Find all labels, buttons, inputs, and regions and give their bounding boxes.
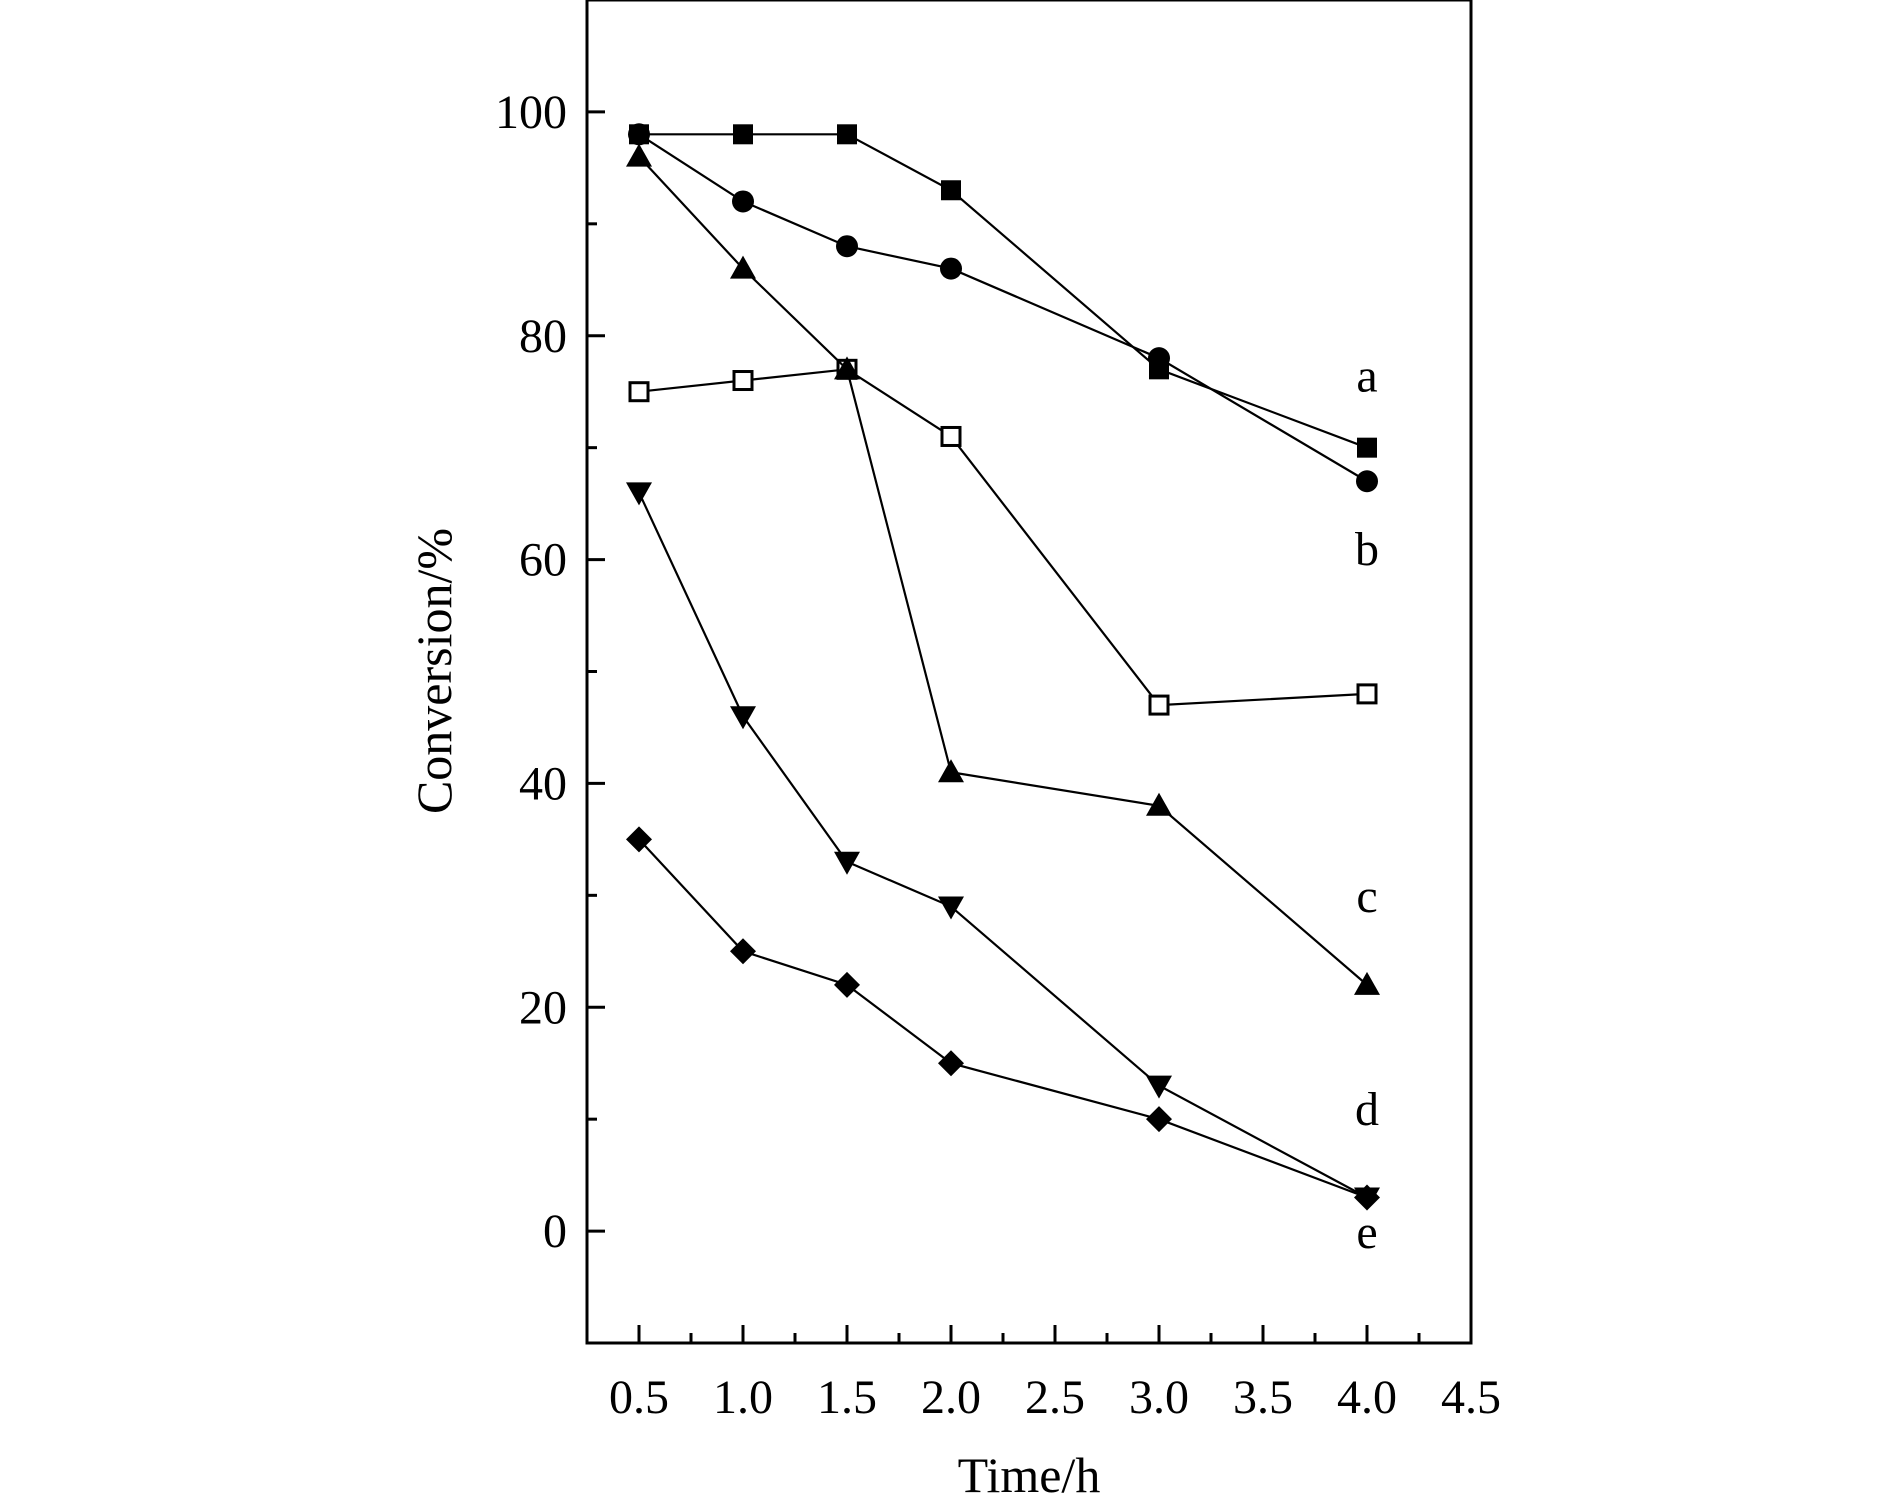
data-point-marker [730,706,756,730]
x-axis-label: Time/h [958,1447,1101,1495]
data-point-marker [628,381,650,403]
y-axis-ticks: 0 20 40 60 80 100 [495,0,605,1345]
data-point-marker [626,826,652,853]
data-point-marker [1354,971,1380,995]
curve-label-a: a [1356,350,1377,403]
series-layer [626,123,1380,1211]
x-tick-label: 3.0 [1129,1371,1189,1424]
data-point-marker [938,759,964,783]
data-point-marker [834,971,860,998]
y-tick-label: 0 [543,1205,567,1258]
data-point-marker [733,124,753,145]
x-tick-label: 3.5 [1233,1371,1293,1424]
y-tick-label: 40 [519,757,567,810]
data-point-marker [1356,470,1378,493]
data-point-marker [626,482,652,506]
x-tick-label: 2.0 [921,1371,981,1424]
data-point-marker [836,235,858,258]
data-point-marker [1148,347,1170,370]
data-point-marker [732,370,754,392]
data-point-marker [1356,683,1378,705]
curve-label-b: b [1355,523,1379,576]
series-line [638,155,1368,986]
series-line [638,368,1368,707]
data-point-marker [730,255,756,279]
series-line [638,491,1368,1199]
data-point-marker [730,938,756,965]
x-tick-label: 1.5 [817,1371,877,1424]
data-point-marker [941,180,961,201]
x-tick-label: 0.5 [609,1371,669,1424]
data-point-marker [1148,694,1170,716]
x-tick-label: 1.0 [713,1371,773,1424]
data-point-marker [940,425,962,447]
series-line [639,133,1368,449]
data-point-marker [626,143,652,167]
data-point-marker [834,851,860,875]
data-point-marker [938,896,964,920]
series-4 [626,143,1380,995]
x-tick-label: 4.0 [1337,1371,1397,1424]
data-point-marker [1354,1184,1380,1211]
y-tick-label: 100 [495,86,567,139]
series-2 [628,123,1378,493]
data-point-marker [837,124,857,145]
curve-label-e: e [1356,1206,1377,1259]
series-line [638,838,1368,1199]
y-tick-label: 80 [519,310,567,363]
curve-label-d: d [1355,1083,1379,1136]
y-tick-label: 60 [519,534,567,587]
series-line [638,133,1368,483]
plot-frame [585,0,1473,1345]
y-axis-label: Conversion/% [406,528,462,814]
data-point-marker [1146,1106,1172,1133]
x-tick-label: 2.5 [1025,1371,1085,1424]
data-point-marker [1146,1075,1172,1099]
curve-labels: a b c d e [1355,350,1379,1259]
series-3 [628,358,1378,716]
data-point-marker [628,123,650,146]
data-point-marker [1146,792,1172,816]
y-tick-label: 20 [519,981,567,1034]
data-point-marker [940,257,962,280]
curve-label-c: c [1356,870,1377,923]
x-tick-label: 4.5 [1441,1371,1501,1424]
data-point-marker [834,356,860,380]
series-5 [626,482,1380,1211]
x-axis-ticks: 0.5 1.0 1.5 2.0 2.5 3.0 3.5 4.0 4.5 [609,1325,1501,1424]
data-point-marker [1357,437,1377,458]
series-6 [626,826,1380,1211]
data-point-marker [938,1050,964,1077]
data-point-marker [732,190,754,213]
